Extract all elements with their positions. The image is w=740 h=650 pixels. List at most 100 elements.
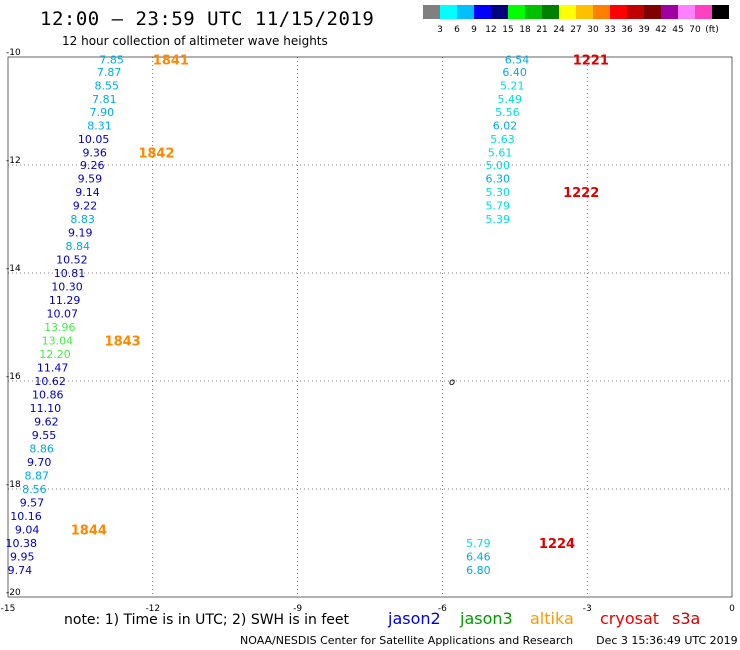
x-tick-label: -3 [583, 604, 592, 614]
wave-height-point: 8.55 [95, 80, 120, 93]
wave-height-point: 5.39 [485, 213, 510, 226]
wave-height-point: 6.46 [466, 551, 491, 564]
satellite-legend-jason2: jason2 [388, 609, 441, 628]
map-annotation: o [449, 377, 455, 388]
y-tick-label: -18 [6, 480, 21, 490]
wave-height-point: 10.05 [78, 133, 110, 146]
wave-height-point: 9.26 [80, 159, 105, 172]
colorbar-swatch [559, 5, 576, 19]
colorbar-label: 42 [655, 25, 666, 35]
wave-height-point: 7.90 [90, 106, 115, 119]
wave-height-point: 5.49 [498, 93, 523, 106]
colorbar-label: 30 [587, 25, 599, 35]
wave-height-point: 10.38 [5, 537, 37, 550]
wave-height-point: 11.47 [37, 362, 69, 375]
wave-height-point: 9.19 [68, 227, 93, 240]
colorbar-swatch [508, 5, 525, 19]
colorbar-swatch [440, 5, 457, 19]
wave-height-point: 13.04 [42, 335, 74, 348]
wave-height-point: 8.87 [25, 470, 50, 483]
x-tick-label: -15 [1, 604, 16, 614]
time-label: 1841 [153, 54, 189, 69]
wave-height-point: 10.16 [10, 510, 42, 523]
footer: NOAA/NESDIS Center for Satellite Applica… [240, 634, 738, 647]
time-label: 1844 [71, 524, 107, 539]
colorbar-label: 6 [454, 25, 460, 35]
wave-height-point: 11.10 [30, 402, 62, 415]
footer-timestamp: Dec 3 15:36:49 UTC 2019 [596, 634, 738, 647]
colorbar-swatch [593, 5, 610, 19]
colorbar-label: 45 [672, 25, 683, 35]
wave-height-point: 6.30 [485, 173, 510, 186]
colorbar-label: 24 [553, 25, 565, 35]
wave-height-point: 6.02 [493, 120, 518, 133]
chart-subtitle: 12 hour collection of altimeter wave hei… [62, 34, 328, 48]
wave-height-point: 9.74 [8, 564, 33, 577]
time-label: 1843 [105, 335, 141, 350]
wave-height-point: 5.00 [485, 159, 510, 172]
wave-height-point: 6.80 [466, 564, 491, 577]
satellite-legend-altika: altika [530, 609, 574, 628]
chart-title: 12:00 – 23:59 UTC 11/15/2019 [40, 8, 375, 30]
wave-height-point: 10.52 [56, 254, 88, 267]
wave-height-point: 6.54 [505, 54, 530, 67]
wave-height-point: 7.81 [92, 93, 117, 106]
wave-height-point: 5.61 [488, 147, 513, 160]
wave-height-point: 12.20 [39, 348, 71, 361]
plot-frame [7, 56, 733, 598]
wave-height-point: 10.86 [32, 389, 64, 402]
colorbar-swatch [712, 5, 729, 19]
colorbar-swatch [644, 5, 661, 19]
colorbar-label: 36 [621, 25, 633, 35]
colorbar-label: 12 [485, 25, 496, 35]
colorbar-label: 21 [536, 25, 547, 35]
colorbar-swatch [627, 5, 644, 19]
wave-height-point: 5.63 [490, 133, 515, 146]
wave-height-point: 13.96 [44, 321, 76, 334]
colorbar-swatch [576, 5, 593, 19]
wave-height-point: 7.87 [97, 66, 122, 79]
y-tick-label: -16 [6, 372, 21, 382]
colorbar-swatch [695, 5, 712, 19]
colorbar-swatch [525, 5, 542, 19]
time-label: 1221 [573, 54, 609, 69]
wave-height-point: 5.79 [485, 200, 510, 213]
time-label: 1842 [138, 147, 174, 162]
wave-height-point: 9.36 [82, 147, 107, 160]
colorbar-label: 15 [502, 25, 513, 35]
colorbar-swatch [542, 5, 559, 19]
satellite-legend-s3a: s3a [672, 609, 701, 628]
x-tick-label: -6 [438, 604, 447, 614]
wave-height-point: 5.21 [500, 80, 525, 93]
colorbar-label: 3 [437, 25, 443, 35]
wave-height-point: 10.81 [54, 267, 86, 280]
wave-height-point: 9.70 [27, 456, 52, 469]
time-label: 1224 [539, 537, 575, 552]
colorbar-swatch [678, 5, 695, 19]
wave-height-point: 9.62 [34, 416, 59, 429]
wave-height-point: 8.56 [22, 483, 47, 496]
colorbar-swatch [661, 5, 678, 19]
satellite-legend-cryosat: cryosat [600, 609, 660, 628]
colorbar-label: 70 [689, 25, 701, 35]
wave-height-point: 8.83 [70, 213, 95, 226]
colorbar-label: 18 [519, 25, 531, 35]
wave-height-point: 8.86 [29, 443, 54, 456]
wave-height-point: 10.62 [34, 375, 66, 388]
wave-height-point: 10.30 [51, 281, 83, 294]
y-tick-label: -14 [6, 264, 21, 274]
y-tick-label: -12 [6, 156, 21, 166]
wave-height-point: 5.30 [485, 186, 510, 199]
x-tick-label: -12 [145, 604, 160, 614]
wave-height-point: 5.79 [466, 537, 491, 550]
y-tick-label: -10 [6, 48, 21, 58]
x-tick-label: 0 [729, 604, 735, 614]
wave-height-point: 11.29 [49, 294, 81, 307]
colorbar-label: 39 [638, 25, 650, 35]
colorbar-swatch [423, 5, 440, 19]
colorbar-label: (ft) [705, 25, 719, 35]
wave-height-point: 7.85 [99, 54, 124, 67]
footer-credit: NOAA/NESDIS Center for Satellite Applica… [240, 634, 574, 647]
wave-height-point: 10.07 [46, 308, 78, 321]
